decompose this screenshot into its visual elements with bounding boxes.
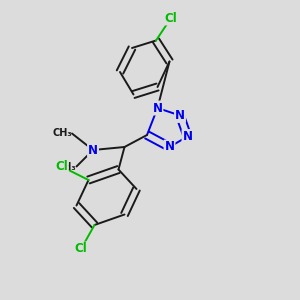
Text: N: N <box>175 109 185 122</box>
Text: Cl: Cl <box>75 242 87 256</box>
Text: N: N <box>88 143 98 157</box>
Text: N: N <box>152 101 163 115</box>
Text: CH₃: CH₃ <box>52 128 72 139</box>
Text: CH₃: CH₃ <box>57 161 76 172</box>
Text: N: N <box>164 140 175 154</box>
Text: Cl: Cl <box>55 160 68 173</box>
Text: N: N <box>182 130 193 143</box>
Text: Cl: Cl <box>165 11 177 25</box>
